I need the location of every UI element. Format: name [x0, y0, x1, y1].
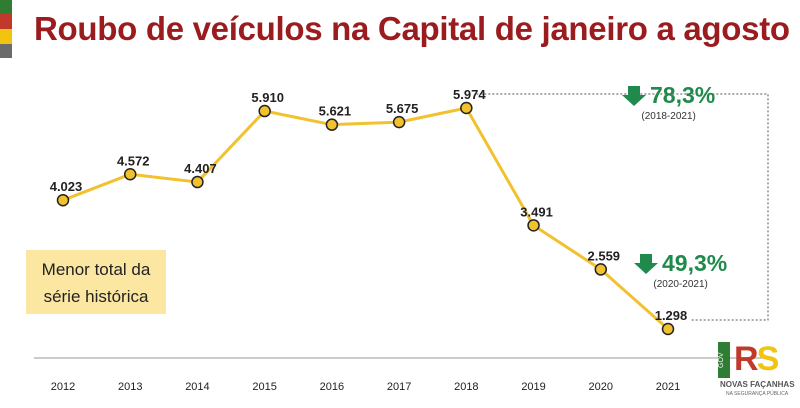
logo-rs-s: S: [756, 340, 780, 378]
x-tick-label-2017: 2017: [387, 381, 411, 393]
stripe-gray: [0, 44, 12, 58]
data-label-2020: 2.559: [588, 248, 621, 263]
logo-subtitle: NA SEGURANÇA PÚBLICA: [726, 391, 789, 397]
callout-line-1: Menor total da: [41, 260, 151, 279]
logo-gov-label: GOV: [718, 342, 730, 378]
series-line: [62, 106, 669, 331]
reduction-percent: 78,3%: [650, 82, 716, 108]
x-tick-label-2013: 2013: [118, 381, 142, 393]
reduction-range: (2020-2021): [653, 279, 708, 290]
data-point-2014: [191, 175, 204, 189]
data-point-2019: [527, 219, 540, 232]
reduction-badge-2018-2021: 78,3% (2018-2021): [622, 82, 715, 122]
data-point-2018: [460, 101, 473, 115]
data-label-2018: 5.974: [453, 87, 486, 102]
data-point-2013: [123, 168, 137, 181]
comparison-bracket: [476, 93, 769, 321]
data-point-2021: [661, 322, 675, 336]
rs-government-logo: GOV RS NOVAS FAÇANHAS NA SEGURANÇA PÚBLI…: [716, 340, 795, 402]
x-tick-label-2018: 2018: [454, 381, 478, 393]
stripe-red: [0, 14, 12, 29]
reduction-range: (2018-2021): [641, 111, 696, 122]
data-label-2021: 1.298: [655, 308, 688, 323]
logo-rs-mark: RS: [734, 340, 780, 379]
reduction-percent: 49,3%: [662, 250, 728, 276]
data-label-2017: 5.675: [386, 101, 419, 116]
logo-name: NOVAS FAÇANHAS: [720, 380, 795, 389]
data-point-2020: [594, 263, 608, 276]
data-point-2017: [392, 115, 406, 129]
logo-rs-r: R: [734, 340, 759, 378]
data-label-2012: 4.023: [50, 179, 83, 194]
data-point-2016: [325, 118, 339, 131]
x-tick-label-2014: 2014: [185, 381, 209, 393]
data-point-2012: [56, 193, 70, 207]
data-label-2015: 5.910: [251, 90, 284, 105]
x-tick-label-2015: 2015: [252, 381, 276, 393]
data-label-2019: 3.491: [520, 204, 553, 219]
x-tick-label-2016: 2016: [320, 381, 344, 393]
x-tick-label-2020: 2020: [589, 381, 613, 393]
stripe-green: [0, 0, 12, 14]
lowest-total-callout: Menor total da série histórica: [26, 250, 166, 314]
data-label-2016: 5.621: [319, 104, 352, 119]
x-tick-label-2021: 2021: [656, 381, 680, 393]
stripe-yellow: [0, 29, 12, 44]
data-label-2013: 4.572: [117, 153, 150, 168]
x-tick-label-2019: 2019: [521, 381, 545, 393]
data-point-2015: [258, 104, 271, 118]
reduction-badge-2020-2021: 49,3% (2020-2021): [634, 250, 727, 290]
x-tick-label-2012: 2012: [51, 381, 75, 393]
callout-line-2: série histórica: [43, 287, 149, 306]
chart-title: Roubo de veículos na Capital de janeiro …: [34, 10, 790, 47]
arrow-down-icon: [634, 253, 658, 274]
arrow-down-icon: [622, 85, 646, 106]
data-label-2014: 4.407: [184, 161, 217, 176]
